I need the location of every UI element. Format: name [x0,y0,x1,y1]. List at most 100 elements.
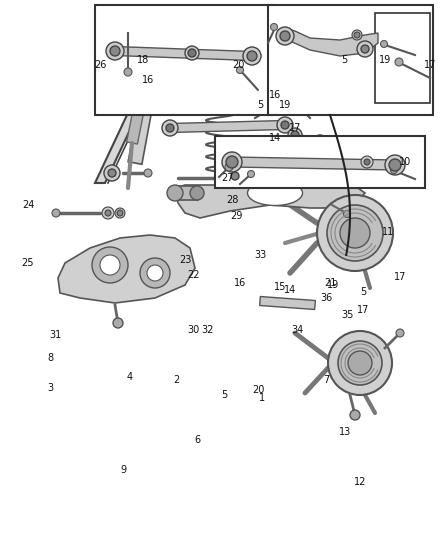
Circle shape [252,157,264,169]
Circle shape [277,117,293,133]
Text: 20: 20 [232,60,244,70]
Text: 17: 17 [289,123,301,133]
Text: 3: 3 [47,383,53,393]
Text: 10: 10 [399,157,411,167]
Circle shape [225,163,233,171]
Bar [268,5,433,115]
Text: 12: 12 [354,477,366,487]
Text: 8: 8 [47,353,53,363]
Text: 18: 18 [137,55,149,65]
Circle shape [255,160,261,166]
Circle shape [221,174,229,182]
Circle shape [228,169,242,183]
Circle shape [312,135,328,151]
Text: 20: 20 [252,385,264,395]
Circle shape [124,68,132,76]
Polygon shape [170,120,285,133]
Circle shape [167,185,183,201]
Circle shape [381,41,388,47]
Circle shape [113,318,123,328]
Polygon shape [95,13,185,183]
Circle shape [247,51,257,61]
Circle shape [52,209,60,217]
Text: 17: 17 [357,305,369,315]
Polygon shape [175,175,365,218]
Circle shape [188,49,196,57]
Text: 11: 11 [382,227,394,237]
Circle shape [328,331,392,395]
Text: 24: 24 [22,200,34,210]
Ellipse shape [158,44,176,52]
Circle shape [343,211,350,217]
Text: 27: 27 [222,173,234,183]
Polygon shape [260,296,315,310]
Circle shape [162,120,178,136]
Text: 16: 16 [142,75,154,85]
Circle shape [316,139,324,147]
Circle shape [147,265,163,281]
Text: 7: 7 [323,375,329,385]
Text: 4: 4 [127,372,133,382]
Polygon shape [58,235,195,303]
Text: 19: 19 [279,100,291,110]
Polygon shape [128,27,167,164]
Circle shape [237,67,244,74]
Circle shape [291,131,299,139]
Circle shape [271,23,278,30]
Ellipse shape [247,181,303,206]
Circle shape [357,41,373,57]
Text: 22: 22 [188,270,200,280]
Polygon shape [232,157,395,170]
Text: 2: 2 [173,375,179,385]
Circle shape [340,218,370,248]
Circle shape [288,128,302,142]
Circle shape [348,351,372,375]
Text: 19: 19 [327,280,339,290]
Text: 6: 6 [194,435,200,445]
Circle shape [117,210,123,216]
Circle shape [350,410,360,420]
Circle shape [396,329,404,337]
Circle shape [338,341,382,385]
Circle shape [389,159,401,171]
Text: 5: 5 [257,100,263,110]
Circle shape [276,27,294,45]
Text: 28: 28 [226,195,238,205]
Circle shape [281,121,289,129]
Circle shape [115,208,125,218]
Circle shape [110,46,120,56]
Text: 13: 13 [339,427,351,437]
Text: 14: 14 [269,133,281,143]
Text: 5: 5 [360,287,366,297]
Polygon shape [127,42,157,144]
Circle shape [385,155,405,175]
Bar [95,5,273,115]
Text: 33: 33 [254,250,266,260]
Circle shape [108,169,116,177]
Circle shape [243,47,261,65]
Text: 31: 31 [49,330,61,340]
Ellipse shape [158,64,176,72]
Text: 26: 26 [94,60,106,70]
Circle shape [280,31,290,41]
Ellipse shape [158,34,176,42]
Circle shape [104,165,120,181]
Text: 16: 16 [269,90,281,100]
Circle shape [317,195,393,271]
Circle shape [391,166,398,174]
Text: 23: 23 [179,255,191,265]
Text: 16: 16 [234,278,246,288]
Circle shape [106,42,124,60]
Text: 14: 14 [284,285,296,295]
Circle shape [231,172,239,180]
Circle shape [247,171,254,177]
Circle shape [226,156,238,168]
Circle shape [326,147,334,155]
Circle shape [190,186,204,200]
Ellipse shape [201,84,239,96]
Circle shape [185,46,199,60]
Circle shape [327,205,383,261]
Circle shape [364,159,370,165]
Text: 1: 1 [259,393,265,403]
Bar [375,13,430,103]
